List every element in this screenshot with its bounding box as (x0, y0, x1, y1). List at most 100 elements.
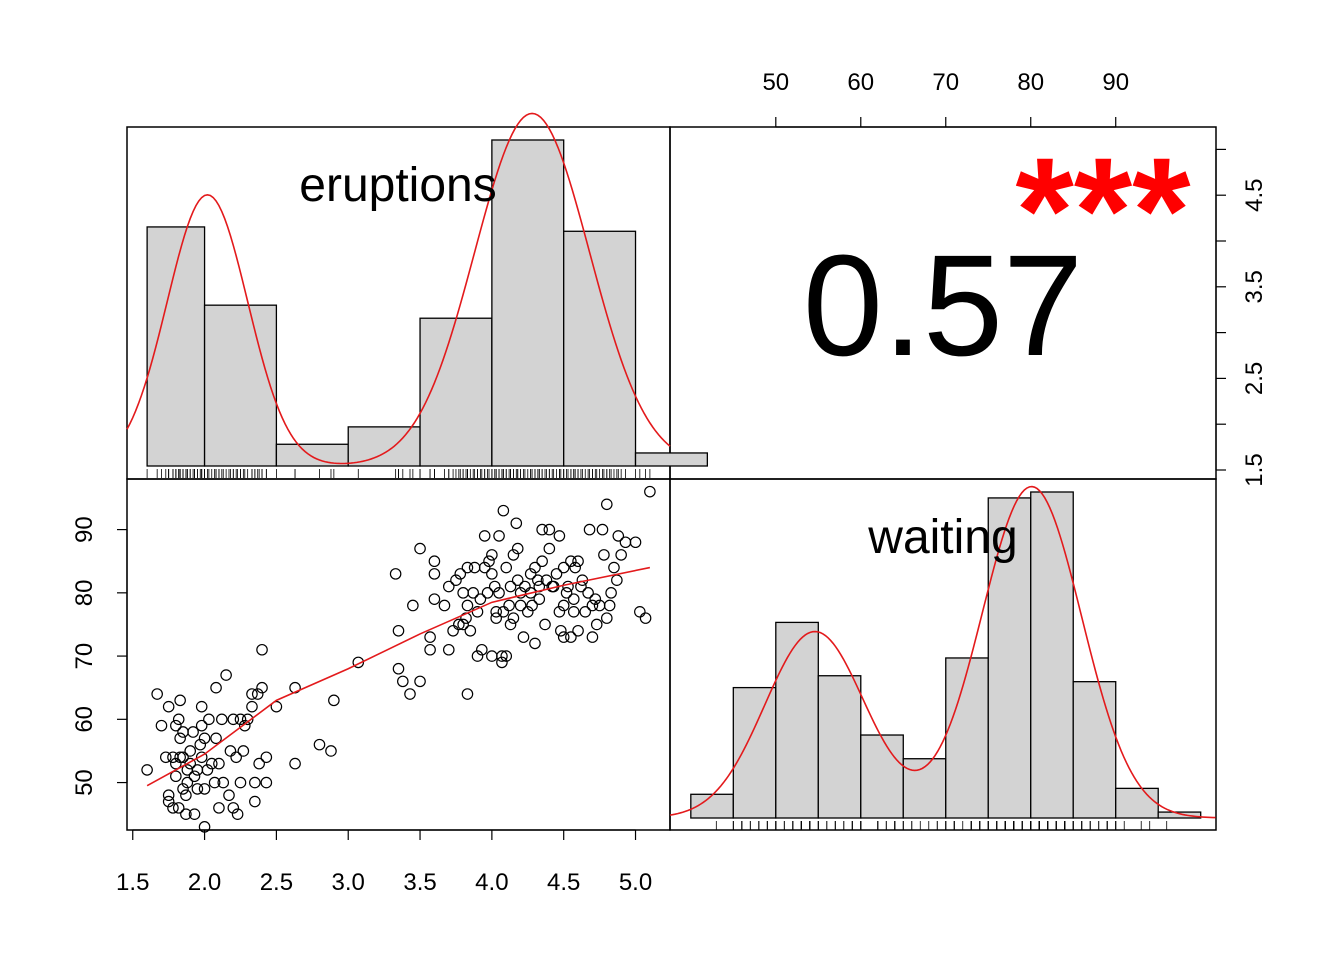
scatter-point-151 (539, 618, 551, 631)
scatter-point-93 (447, 624, 459, 637)
scatter-point-12 (172, 802, 185, 814)
scatter-point-116 (486, 568, 498, 580)
scatter-point-118 (490, 606, 502, 618)
scatter-point-125 (497, 606, 510, 618)
scatter-point-195 (634, 606, 646, 618)
waiting-bar-5 (902, 758, 947, 819)
scatter-point-143 (526, 599, 538, 612)
right-tick-label-0: 1.5 (1241, 453, 1268, 486)
scatter-point-114 (486, 650, 498, 662)
scatter-point-178 (586, 599, 599, 612)
scatter-point-192 (615, 549, 627, 561)
scatter-point-180 (589, 593, 602, 605)
axes: 1.5 2.0 2.5 3.0 3.5 4.0 4.5 5.0 50 60 70 80 90 50 60 70… (71, 69, 1268, 896)
scatter-point-124 (497, 504, 510, 517)
scatter-point-33 (195, 719, 208, 732)
scatter-point-158 (553, 530, 566, 542)
scatter-point-6 (162, 700, 175, 713)
scatter-point-141 (524, 568, 537, 580)
scatter-point-128 (503, 599, 515, 612)
scatter-point-92 (442, 643, 455, 656)
scatter-point-91 (442, 580, 455, 593)
scatter-point-47 (217, 776, 230, 789)
scatter-point-112 (481, 587, 494, 599)
significance-stars: *** (1015, 126, 1191, 294)
scatter-point-43 (210, 732, 222, 745)
scatter-point-42 (210, 681, 222, 694)
bottom-tick-label-4: 3.5 (403, 869, 436, 896)
scatter-point-41 (208, 776, 221, 789)
scatter-point-162 (557, 599, 570, 612)
scatter-point-9 (170, 770, 182, 783)
scatter-point-57 (237, 745, 250, 757)
scatter-point-2 (155, 719, 168, 732)
scatter-point-186 (600, 612, 613, 624)
scatter-point-193 (619, 536, 632, 549)
waiting-bar-3 (817, 675, 862, 819)
scatter-point-135 (511, 574, 524, 586)
scatter-point-75 (328, 694, 340, 707)
right-tick-label-3: 4.5 (1241, 179, 1268, 212)
scatter-point-188 (605, 587, 617, 599)
top-tick-label-3: 80 (1017, 69, 1044, 96)
left-tick-label-0: 50 (71, 769, 98, 796)
scatter-point-127 (500, 650, 513, 662)
waiting-histogram (669, 485, 1216, 830)
waiting-label: waiting (867, 511, 1017, 564)
eruptions-bar-4 (419, 317, 493, 467)
scatter-point-189 (608, 561, 620, 574)
left-tick-label-3: 80 (71, 579, 98, 606)
scatter-point-83 (414, 542, 426, 555)
eruptions-bar-7 (634, 452, 708, 467)
top-tick-label-1: 60 (847, 69, 874, 96)
scatter-point-59 (241, 713, 254, 726)
eruptions-bar-5 (491, 139, 565, 467)
scatter-point-190 (611, 574, 623, 586)
waiting-bar-6 (945, 657, 989, 819)
scatter-point-23 (181, 776, 194, 789)
scatter-point-78 (392, 662, 405, 675)
right-tick-label-2: 3.5 (1241, 270, 1268, 303)
scatter-point-21 (180, 789, 192, 802)
scatter-point-70 (270, 700, 283, 713)
scatter-point-79 (392, 624, 405, 637)
right-tick-label-1: 2.5 (1241, 362, 1268, 395)
scatter-panel (141, 485, 656, 833)
scatter-point-20 (180, 808, 192, 820)
scatter-point-16 (174, 694, 186, 707)
scatter-point-103 (464, 624, 477, 637)
scatter-point-175 (579, 606, 592, 618)
scatter-point-177 (583, 523, 596, 536)
scatter-point-117 (488, 580, 501, 593)
waiting-bar-9 (1072, 681, 1117, 819)
scatter-point-176 (582, 587, 594, 599)
scatter-point-10 (170, 757, 182, 770)
scatter-point-184 (598, 549, 610, 561)
eruptions-histogram (126, 112, 708, 478)
scatter-point-64 (251, 688, 264, 700)
eruptions-label: eruptions (299, 159, 496, 212)
bottom-tick-label-0: 1.5 (116, 869, 149, 896)
scatter-point-160 (555, 624, 567, 637)
scatter-point-138 (517, 631, 530, 643)
correlation-value: 0.57 (803, 225, 1083, 386)
bottom-tick-label-5: 4.0 (475, 869, 508, 896)
scatter-point-88 (428, 568, 441, 580)
scatter-point-82 (407, 599, 419, 612)
scatter-point-119 (490, 612, 502, 624)
scatter-point-5 (162, 795, 175, 808)
bottom-tick-label-2: 2.5 (260, 869, 293, 896)
scatter-point-157 (550, 568, 563, 580)
scatter-point-39 (203, 713, 215, 726)
scatter-point-35 (198, 732, 211, 745)
top-tick-label-0: 50 (762, 69, 789, 96)
bottom-tick-label-7: 5.0 (619, 869, 652, 896)
scatter-point-15 (174, 732, 186, 745)
scatter-point-172 (572, 624, 584, 637)
scatter-point-3 (159, 751, 172, 764)
scatter-point-113 (483, 555, 495, 568)
scatter-point-29 (191, 783, 204, 795)
scatter-point-37 (198, 783, 211, 795)
scatter-point-31 (194, 738, 207, 751)
